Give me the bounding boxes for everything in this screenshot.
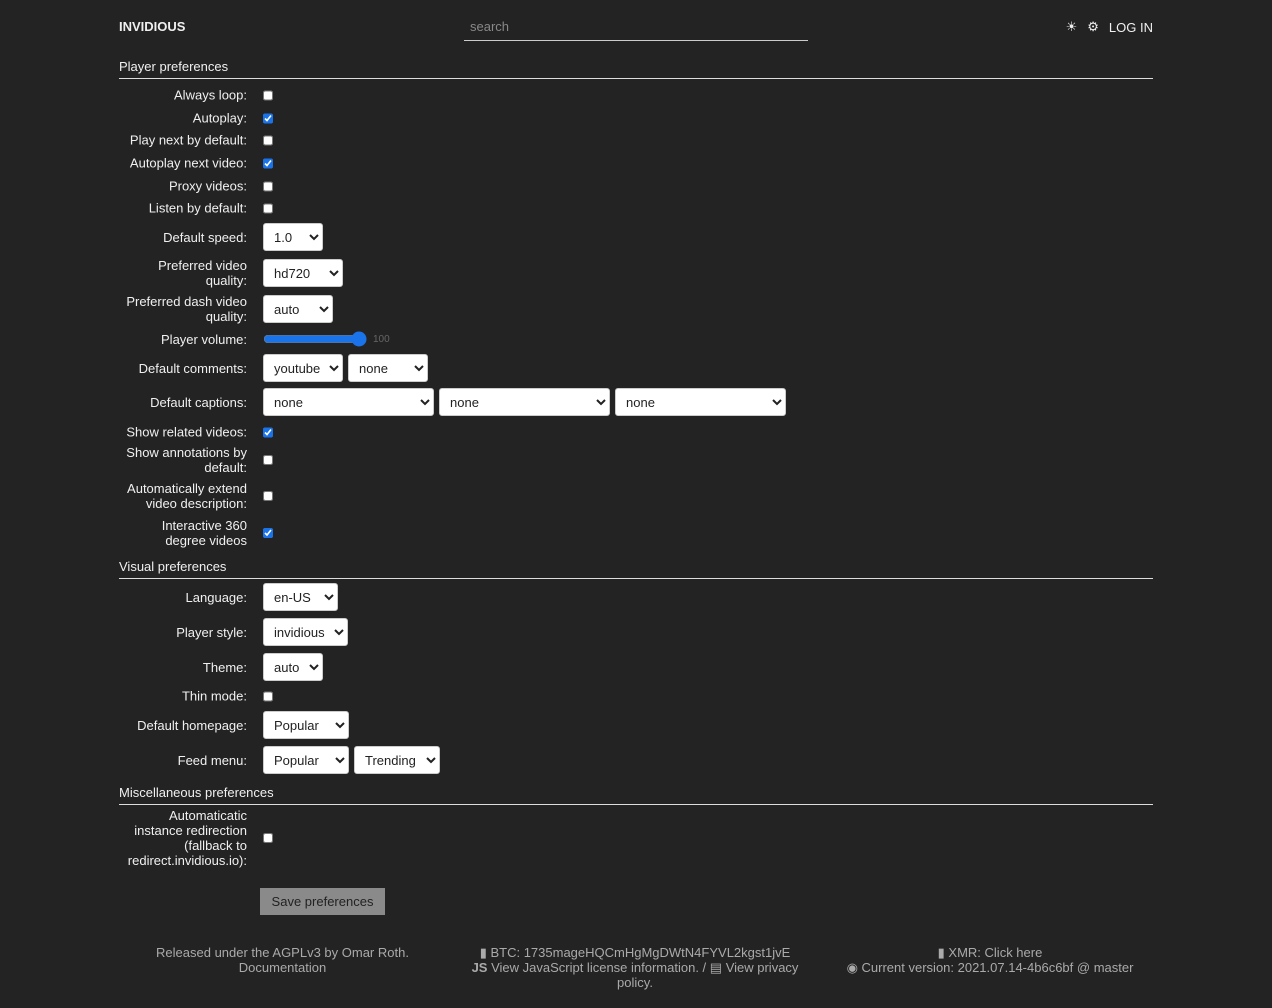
js-license-link[interactable]: View JavaScript license information. (491, 960, 699, 975)
player-preferences-heading: Player preferences (119, 59, 1153, 79)
captions-select-2[interactable]: none (439, 388, 610, 416)
related-videos-checkbox[interactable] (263, 427, 273, 437)
xmr-link[interactable]: XMR: Click here (948, 945, 1043, 960)
label: Always loop: (174, 87, 247, 103)
label: Preferred video quality: (158, 258, 247, 288)
always-loop-checkbox[interactable] (263, 90, 273, 100)
settings-icon[interactable]: ⚙ (1087, 19, 1099, 34)
feed-menu-select-2[interactable]: Trending (354, 746, 440, 774)
wallet-icon: ▮ (937, 945, 949, 960)
homepage-select[interactable]: Popular (263, 711, 349, 739)
wallet-icon: ▮ (479, 945, 491, 960)
annotations-checkbox[interactable] (263, 455, 273, 465)
thin-mode-checkbox[interactable] (263, 691, 273, 701)
theme-toggle-icon[interactable]: ☀ (1065, 19, 1078, 34)
comments-select-1[interactable]: youtube (263, 354, 343, 382)
autoplay-next-checkbox[interactable] (263, 158, 273, 168)
login-link[interactable]: LOG IN (1108, 19, 1153, 35)
label: Language: (185, 589, 247, 605)
separator: / (698, 960, 710, 975)
btc-address: BTC: 1735mageHQCmHgMgDWtN4FYVL2kgst1jvE (490, 945, 791, 960)
documentation-link[interactable]: Documentation (238, 960, 327, 975)
language-select[interactable]: en-US (263, 583, 338, 611)
logo[interactable]: INVIDIOUS (119, 19, 186, 34)
label: Play next by default: (129, 132, 247, 148)
captions-select-1[interactable]: none (263, 388, 434, 416)
label: Feed menu: (177, 752, 247, 768)
label: Autoplay: (192, 110, 247, 126)
redirect-checkbox[interactable] (263, 833, 273, 843)
label: Preferred dash video quality: (126, 294, 247, 324)
label: Player volume: (161, 331, 247, 347)
license-text: Released under the AGPLv3 by Omar Roth. (156, 945, 409, 960)
proxy-videos-checkbox[interactable] (263, 181, 273, 191)
label: Automaticatic instance redirection (fall… (127, 808, 247, 868)
label: Default homepage: (137, 717, 247, 733)
save-preferences-button[interactable]: Save preferences (260, 888, 385, 915)
volume-slider[interactable] (263, 331, 367, 347)
label: Default comments: (138, 360, 247, 376)
label: Player style: (176, 624, 247, 640)
captions-select-3[interactable]: none (615, 388, 786, 416)
listen-checkbox[interactable] (263, 203, 273, 213)
label: Interactive 360 degree videos (161, 518, 247, 548)
label: Automatically extend video description: (127, 481, 247, 511)
label: Show related videos: (126, 424, 247, 440)
label: Default speed: (163, 229, 247, 245)
version-link[interactable]: Current version: 2021.07.14-4b6c6bf @ ma… (861, 960, 1134, 975)
label: Proxy videos: (168, 178, 247, 194)
label: Listen by default: (148, 200, 247, 216)
js-icon: JS (471, 960, 492, 975)
volume-value: 100 (373, 333, 390, 345)
label: Default captions: (150, 394, 247, 410)
label: Show annotations by default: (126, 445, 247, 475)
comments-select-2[interactable]: none (348, 354, 428, 382)
label: Autoplay next video: (129, 155, 247, 171)
speed-select[interactable]: 1.0 (263, 223, 323, 251)
label: Theme: (202, 659, 247, 675)
dash-quality-select[interactable]: auto (263, 295, 333, 323)
player-style-select[interactable]: invidious (263, 618, 348, 646)
theme-select[interactable]: auto (263, 653, 323, 681)
label: Thin mode: (181, 688, 247, 704)
vr-checkbox[interactable] (263, 528, 273, 538)
feed-menu-select-1[interactable]: Popular (263, 746, 349, 774)
privacy-policy-link[interactable]: View privacy policy. (617, 960, 799, 990)
autoplay-checkbox[interactable] (263, 113, 273, 123)
document-icon: ▤ (709, 960, 726, 975)
search-input[interactable] (464, 12, 808, 41)
misc-preferences-heading: Miscellaneous preferences (119, 785, 1153, 805)
visual-preferences-heading: Visual preferences (119, 559, 1153, 579)
quality-select[interactable]: hd720 (263, 259, 343, 287)
github-icon: ◉ (846, 960, 862, 975)
play-next-checkbox[interactable] (263, 135, 273, 145)
extend-description-checkbox[interactable] (263, 491, 273, 501)
